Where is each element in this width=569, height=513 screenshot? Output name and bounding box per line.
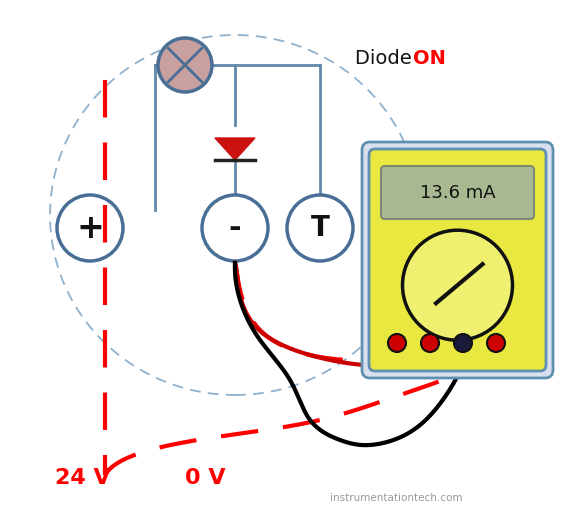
Text: Diode: Diode [355,49,418,68]
Circle shape [487,334,505,352]
Text: 0 V: 0 V [185,468,226,488]
Text: instrumentationtech.com: instrumentationtech.com [330,493,463,503]
Text: 24 V: 24 V [55,468,111,488]
Circle shape [402,230,513,340]
Text: ON: ON [413,49,446,68]
Text: 13.6 mA: 13.6 mA [420,184,495,202]
Circle shape [57,195,123,261]
FancyBboxPatch shape [369,149,546,371]
Text: +: + [76,211,104,245]
Circle shape [287,195,353,261]
Text: -: - [229,213,241,243]
FancyBboxPatch shape [362,142,553,378]
Polygon shape [215,138,255,160]
Circle shape [454,334,472,352]
Circle shape [158,38,212,92]
Circle shape [388,334,406,352]
Text: T: T [311,214,329,242]
FancyBboxPatch shape [381,166,534,219]
Circle shape [421,334,439,352]
Circle shape [202,195,268,261]
